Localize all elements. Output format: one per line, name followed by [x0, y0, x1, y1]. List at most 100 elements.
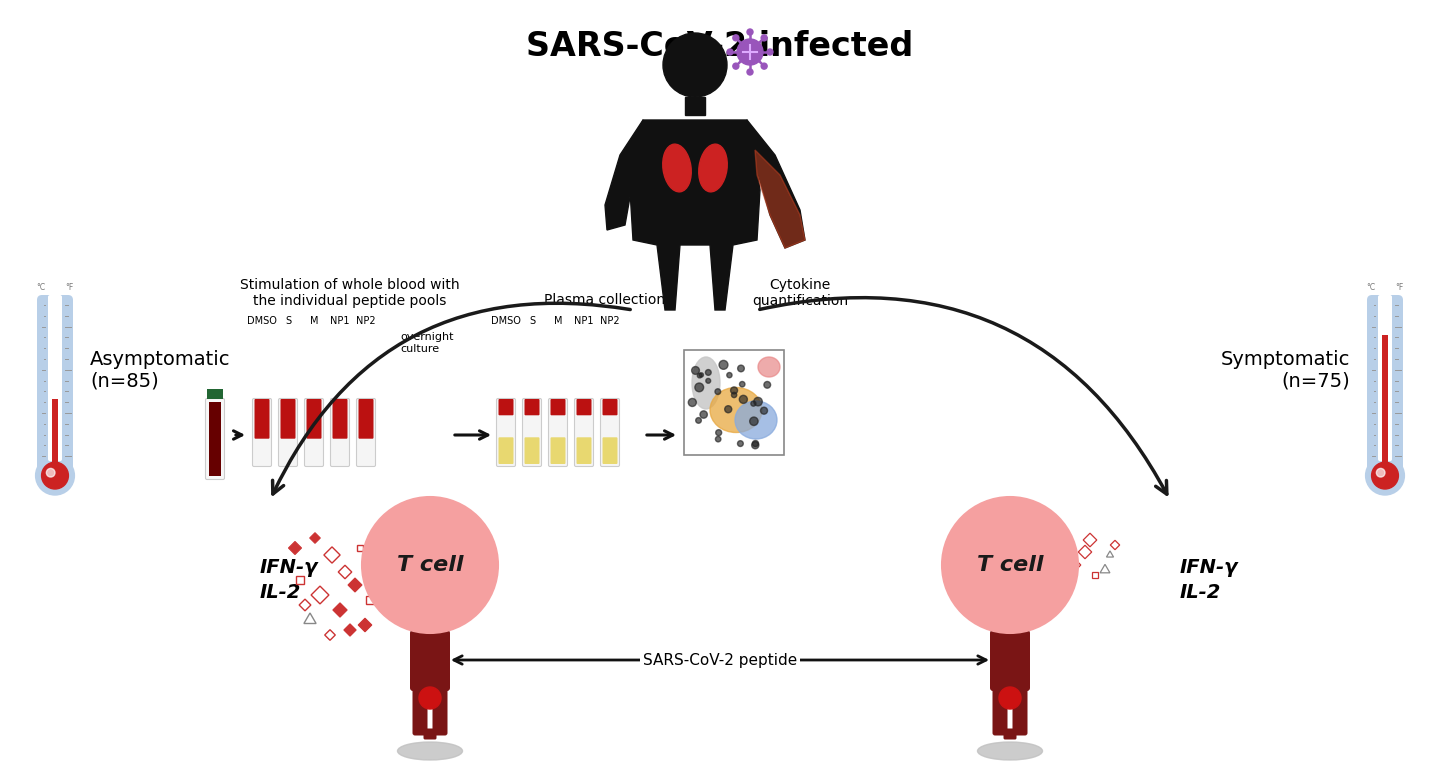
Bar: [685, 97, 706, 115]
Circle shape: [727, 49, 733, 55]
FancyBboxPatch shape: [602, 437, 618, 464]
FancyBboxPatch shape: [1378, 295, 1392, 461]
Polygon shape: [359, 619, 372, 632]
Text: M: M: [554, 316, 562, 326]
FancyBboxPatch shape: [333, 399, 347, 439]
FancyBboxPatch shape: [523, 398, 541, 466]
FancyBboxPatch shape: [431, 630, 449, 691]
FancyBboxPatch shape: [423, 728, 436, 739]
Circle shape: [42, 463, 69, 489]
Circle shape: [760, 407, 768, 414]
Circle shape: [747, 29, 753, 35]
Bar: [357, 545, 363, 551]
Text: T cell: T cell: [397, 555, 464, 575]
Circle shape: [942, 497, 1079, 633]
FancyBboxPatch shape: [600, 398, 619, 466]
FancyBboxPatch shape: [575, 398, 593, 466]
Circle shape: [716, 430, 721, 436]
Circle shape: [732, 392, 737, 397]
FancyArrowPatch shape: [760, 298, 1166, 494]
FancyBboxPatch shape: [412, 688, 428, 735]
Circle shape: [768, 49, 773, 55]
FancyBboxPatch shape: [576, 399, 592, 416]
FancyBboxPatch shape: [1367, 295, 1403, 471]
Text: IFN-γ
IL-2: IFN-γ IL-2: [261, 558, 318, 602]
Ellipse shape: [693, 357, 720, 409]
Text: IFN-γ
IL-2: IFN-γ IL-2: [1179, 558, 1238, 602]
FancyBboxPatch shape: [206, 398, 225, 480]
Circle shape: [750, 417, 757, 426]
Text: Symptomatic
(n=75): Symptomatic (n=75): [1221, 350, 1351, 390]
Circle shape: [700, 411, 707, 418]
Ellipse shape: [978, 742, 1043, 760]
FancyBboxPatch shape: [992, 688, 1008, 735]
FancyBboxPatch shape: [1009, 630, 1030, 691]
Bar: [386, 575, 395, 584]
Text: DMSO: DMSO: [248, 316, 276, 326]
Text: Plasma collection: Plasma collection: [544, 293, 665, 307]
FancyBboxPatch shape: [498, 437, 514, 464]
Circle shape: [747, 69, 753, 75]
Circle shape: [752, 441, 759, 448]
Circle shape: [714, 389, 720, 394]
Circle shape: [730, 387, 737, 394]
Polygon shape: [288, 542, 301, 554]
FancyBboxPatch shape: [48, 295, 62, 461]
FancyBboxPatch shape: [331, 398, 350, 466]
Circle shape: [724, 405, 732, 413]
Text: NP2: NP2: [600, 316, 619, 326]
FancyBboxPatch shape: [410, 630, 431, 691]
Polygon shape: [755, 150, 805, 248]
Circle shape: [1371, 463, 1398, 489]
Text: S: S: [528, 316, 536, 326]
Circle shape: [733, 64, 739, 69]
Text: °C: °C: [36, 283, 45, 292]
Circle shape: [762, 34, 768, 41]
Circle shape: [719, 361, 729, 369]
Circle shape: [753, 397, 762, 406]
FancyArrowPatch shape: [272, 303, 631, 494]
Ellipse shape: [734, 401, 778, 439]
Circle shape: [999, 687, 1021, 709]
Ellipse shape: [757, 357, 780, 377]
FancyBboxPatch shape: [549, 398, 567, 466]
Circle shape: [36, 456, 75, 495]
FancyBboxPatch shape: [357, 398, 376, 466]
Ellipse shape: [397, 742, 462, 760]
Polygon shape: [310, 532, 320, 543]
Circle shape: [697, 373, 703, 378]
Circle shape: [691, 367, 700, 374]
Polygon shape: [333, 603, 347, 617]
Bar: [209, 402, 220, 476]
FancyBboxPatch shape: [252, 398, 272, 466]
Ellipse shape: [710, 387, 762, 433]
Circle shape: [696, 418, 701, 423]
Circle shape: [737, 365, 744, 372]
Circle shape: [727, 372, 732, 378]
Ellipse shape: [698, 144, 727, 192]
Circle shape: [750, 401, 756, 406]
Polygon shape: [348, 578, 361, 592]
FancyBboxPatch shape: [550, 437, 566, 464]
Polygon shape: [344, 624, 356, 636]
Bar: [684, 350, 783, 455]
Bar: [413, 683, 446, 691]
Circle shape: [716, 437, 721, 442]
Bar: [1092, 572, 1099, 579]
Circle shape: [688, 398, 697, 406]
Polygon shape: [737, 120, 805, 248]
Circle shape: [1365, 456, 1404, 495]
Text: Cytokine
quantification: Cytokine quantification: [752, 278, 848, 308]
FancyBboxPatch shape: [307, 399, 321, 439]
Text: S: S: [285, 316, 291, 326]
Text: °F: °F: [1395, 283, 1403, 292]
Text: NP2: NP2: [356, 316, 376, 326]
Text: NP1: NP1: [575, 316, 593, 326]
Circle shape: [1377, 468, 1385, 477]
FancyBboxPatch shape: [281, 399, 295, 439]
Text: SARS-CoV-2 infected: SARS-CoV-2 infected: [527, 30, 913, 63]
FancyBboxPatch shape: [602, 399, 618, 416]
FancyBboxPatch shape: [359, 399, 373, 439]
Bar: [207, 389, 223, 399]
Circle shape: [419, 687, 441, 709]
